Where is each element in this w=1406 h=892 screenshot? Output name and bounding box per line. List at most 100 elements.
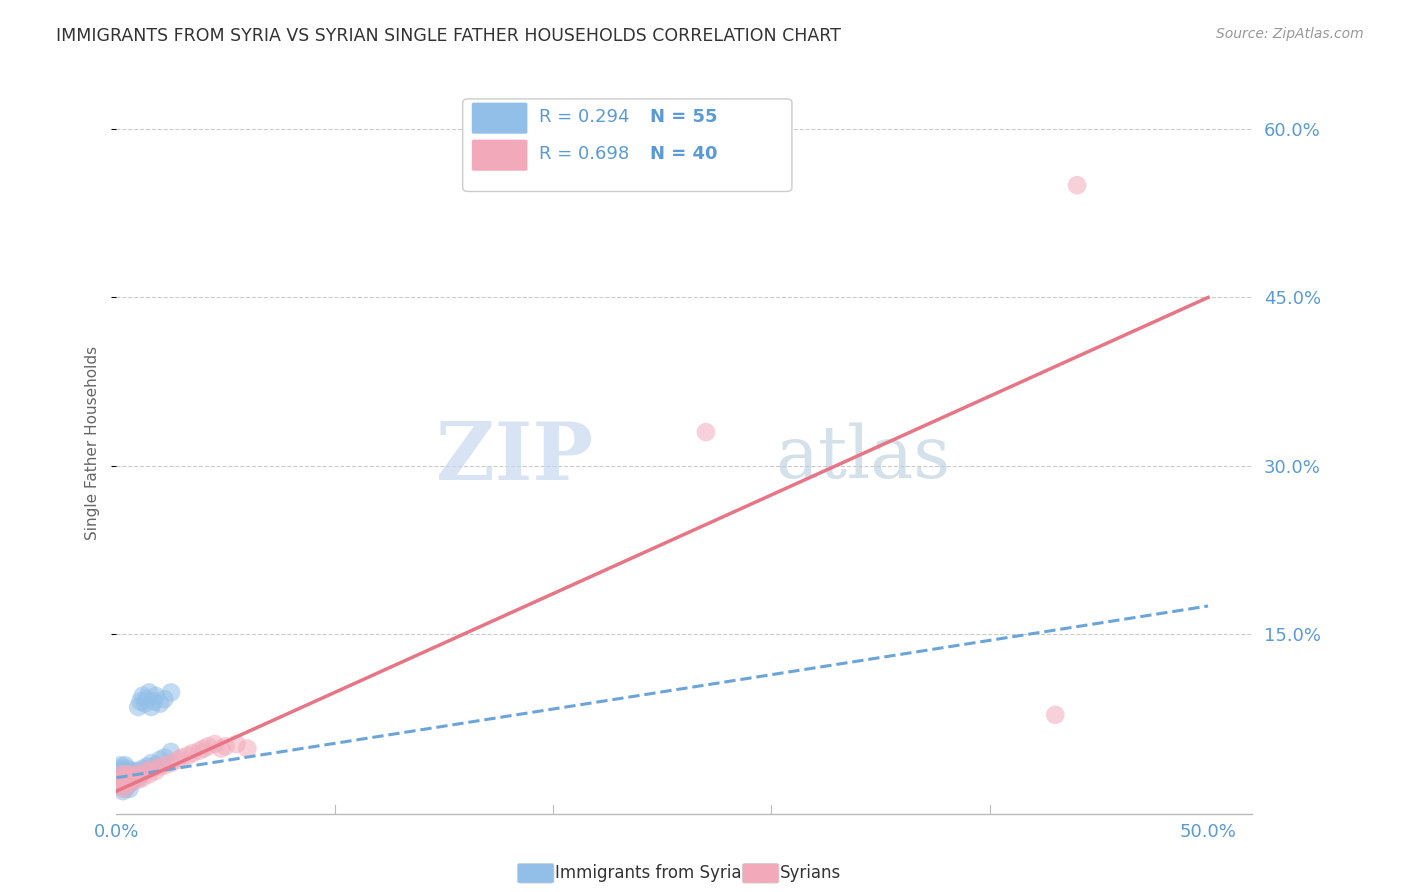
Text: R = 0.698: R = 0.698 xyxy=(538,145,628,163)
Point xyxy=(136,692,159,706)
Point xyxy=(138,685,160,699)
Point xyxy=(127,764,149,778)
Point xyxy=(118,767,141,781)
Point xyxy=(160,745,183,759)
Point xyxy=(225,737,247,751)
Point xyxy=(153,692,176,706)
Point xyxy=(114,771,136,785)
Point xyxy=(188,744,211,758)
Point xyxy=(118,775,141,789)
Text: Immigrants from Syria: Immigrants from Syria xyxy=(555,864,742,882)
Point xyxy=(129,767,152,781)
Point xyxy=(111,779,134,793)
Text: ZIP: ZIP xyxy=(436,419,593,497)
Point xyxy=(107,767,129,781)
Point xyxy=(138,767,160,781)
Point xyxy=(121,775,143,789)
Point xyxy=(141,700,163,714)
Point xyxy=(114,775,136,789)
Point xyxy=(121,772,143,787)
Point xyxy=(114,767,136,781)
Point xyxy=(136,759,159,773)
Point xyxy=(118,781,141,796)
Point xyxy=(131,771,153,785)
Text: N = 55: N = 55 xyxy=(650,109,717,127)
FancyBboxPatch shape xyxy=(472,103,527,134)
Point xyxy=(122,771,145,785)
Point xyxy=(145,758,167,772)
Point xyxy=(125,767,148,781)
Point xyxy=(127,772,149,787)
Point xyxy=(170,750,193,764)
Point xyxy=(118,775,141,789)
Point xyxy=(110,767,132,781)
Point xyxy=(110,771,132,785)
Point xyxy=(117,772,139,787)
Point xyxy=(111,784,134,798)
Point xyxy=(114,781,136,796)
Point xyxy=(193,741,215,756)
Point xyxy=(121,767,143,781)
Point xyxy=(111,767,134,781)
Point xyxy=(129,694,152,708)
Point xyxy=(129,767,152,781)
Point xyxy=(134,764,156,778)
Text: Source: ZipAtlas.com: Source: ZipAtlas.com xyxy=(1216,27,1364,41)
Point xyxy=(134,764,156,778)
Point xyxy=(117,767,139,781)
Text: atlas: atlas xyxy=(775,423,950,493)
Point xyxy=(177,748,200,763)
Point xyxy=(118,764,141,778)
Point xyxy=(111,762,134,776)
Point xyxy=(153,750,176,764)
Point xyxy=(181,746,204,760)
Point xyxy=(110,775,132,789)
Point xyxy=(142,694,165,708)
Point xyxy=(121,772,143,787)
Point xyxy=(149,753,172,767)
Point xyxy=(141,762,163,776)
Point xyxy=(114,764,136,778)
Point xyxy=(204,737,226,751)
Point xyxy=(153,758,176,772)
Text: Syrians: Syrians xyxy=(780,864,842,882)
Point xyxy=(122,764,145,778)
Point xyxy=(111,781,134,796)
Point xyxy=(209,741,232,756)
Point xyxy=(111,772,134,787)
Point xyxy=(114,775,136,789)
Point xyxy=(110,758,132,772)
Point xyxy=(131,689,153,703)
Point xyxy=(149,697,172,711)
Point xyxy=(131,762,153,776)
Point xyxy=(166,753,188,767)
Point xyxy=(1066,178,1088,193)
Point xyxy=(117,771,139,785)
Point xyxy=(160,756,183,770)
Point xyxy=(110,764,132,778)
Point xyxy=(197,739,219,754)
Point xyxy=(138,762,160,776)
Point xyxy=(107,762,129,776)
Point xyxy=(122,771,145,785)
Point xyxy=(125,767,148,781)
FancyBboxPatch shape xyxy=(472,140,527,170)
Point xyxy=(114,758,136,772)
Point xyxy=(107,771,129,785)
FancyBboxPatch shape xyxy=(463,99,792,192)
Point xyxy=(695,425,717,439)
Point xyxy=(127,771,149,785)
Point xyxy=(134,697,156,711)
Y-axis label: Single Father Households: Single Father Households xyxy=(86,346,100,541)
Point xyxy=(107,779,129,793)
Text: N = 40: N = 40 xyxy=(650,145,717,163)
Point xyxy=(107,772,129,787)
Point xyxy=(145,764,167,778)
Point xyxy=(117,779,139,793)
Point xyxy=(117,779,139,793)
Point xyxy=(1045,707,1067,722)
Point xyxy=(149,759,172,773)
Point xyxy=(118,771,141,785)
Point xyxy=(110,775,132,789)
Point xyxy=(117,762,139,776)
